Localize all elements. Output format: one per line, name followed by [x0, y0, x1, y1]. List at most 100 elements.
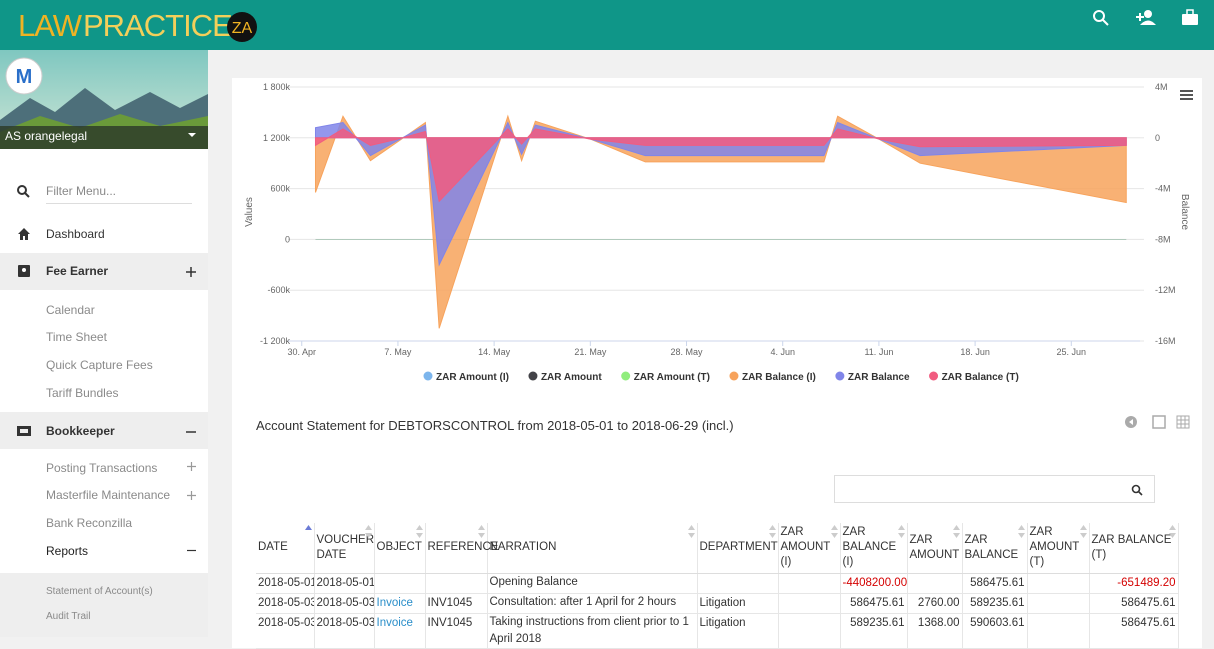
menu-bookkeeper[interactable]: Bookkeeper	[46, 424, 115, 438]
menu-item[interactable]: Calendar	[46, 303, 95, 317]
filter-menu-input[interactable]: Filter Menu...	[46, 184, 117, 198]
menu-fee-earner[interactable]: Fee Earner	[46, 264, 109, 278]
grid-button[interactable]	[1176, 415, 1190, 429]
table-cell	[907, 573, 963, 594]
menu-reports[interactable]: Reports	[46, 544, 89, 558]
sort-arrows[interactable]	[364, 525, 372, 539]
brand-region: ZA	[232, 20, 253, 37]
column-header-text: ZAR AMOUNT	[909, 533, 960, 561]
legend-label[interactable]: ZAR Balance (I)	[742, 372, 816, 383]
column-header-text: REFERENCE	[427, 541, 499, 554]
column-header[interactable]: NARRATION	[487, 523, 698, 574]
table-cell: 1368.00	[907, 613, 963, 649]
menu-item[interactable]: Time Sheet	[46, 330, 107, 344]
user-name[interactable]: AS orangelegal	[5, 129, 87, 143]
sort-arrows[interactable]	[768, 525, 776, 539]
table-cell	[697, 573, 779, 594]
legend-label[interactable]: ZAR Amount (I)	[436, 372, 509, 383]
sort-arrows[interactable]	[1079, 525, 1087, 539]
table-row: 2018-05-03 2018-05-03 Invoice INV1045 Taking…	[256, 613, 1179, 649]
table-tools	[1125, 415, 1190, 429]
menu-item[interactable]: Quick Capture Fees	[46, 358, 153, 372]
sort-arrows[interactable]	[477, 525, 485, 539]
menu-item[interactable]: Masterfile Maintenance	[46, 488, 171, 502]
menu-item[interactable]: Audit Trail	[46, 611, 91, 622]
table-cell: -651489.20	[1089, 573, 1179, 594]
table-cell: 589235.61	[962, 593, 1028, 614]
y-axis-title: Values	[244, 197, 255, 227]
legend-marker	[621, 371, 631, 381]
legend-marker	[729, 371, 739, 381]
column-header[interactable]: ZAR BALANCE (I)	[840, 523, 908, 574]
menu-item[interactable]: Tariff Bundles	[46, 386, 119, 400]
menu-item[interactable]: Posting Transactions	[46, 461, 158, 475]
sort-arrows[interactable]	[830, 525, 838, 539]
table-cell	[425, 573, 488, 594]
sort-arrows[interactable]	[415, 525, 423, 539]
table-cell: 2018-05-03	[256, 613, 315, 649]
x-tick-label: 30. Apr	[287, 347, 316, 357]
sort-arrows[interactable]	[897, 525, 905, 539]
column-header-text: ZAR BALANCE (I)	[842, 526, 897, 569]
table-cell: -4408200.00	[840, 573, 908, 594]
menu-item[interactable]: Statement of Account(s)	[46, 586, 153, 597]
sort-arrows[interactable]	[1017, 525, 1025, 539]
column-header-text: ZAR AMOUNT (T)	[1029, 526, 1080, 569]
legend-label[interactable]: ZAR Balance	[848, 372, 910, 383]
column-header[interactable]: ZAR BALANCE (T)	[1089, 523, 1179, 574]
column-header[interactable]: VOUCHER DATE	[314, 523, 375, 574]
image-button[interactable]	[1152, 415, 1166, 429]
legend-label[interactable]: ZAR Balance (T)	[942, 372, 1019, 383]
column-header[interactable]: ZAR AMOUNT	[907, 523, 963, 574]
column-header[interactable]: DEPARTMENT	[697, 523, 779, 574]
search-button[interactable]	[1093, 10, 1109, 26]
sort-arrows[interactable]	[1168, 525, 1176, 539]
table-cell: 590603.61	[962, 613, 1028, 649]
area	[314, 114, 1127, 329]
sort-arrows[interactable]	[304, 525, 312, 539]
table-cell: Consultation: after 1 April for 2 hours	[487, 593, 698, 614]
x-tick-label: 28. May	[671, 347, 704, 357]
y-tick-label: 0	[285, 234, 290, 244]
area	[314, 128, 1127, 203]
table-cell: 589235.61	[840, 613, 908, 649]
add-user-button[interactable]	[1136, 10, 1156, 25]
table-cell: 2760.00	[907, 593, 963, 614]
legend-label[interactable]: ZAR Amount (T)	[634, 372, 710, 383]
y2-tick-label: -12M	[1155, 285, 1176, 295]
column-header-text: ZAR BALANCE	[964, 533, 1019, 561]
table-search-input[interactable]	[834, 475, 1155, 503]
legend-marker	[835, 371, 845, 381]
sort-arrows[interactable]	[952, 525, 960, 539]
brand-law: LAW	[18, 8, 83, 43]
chart-menu-button[interactable]	[1180, 90, 1193, 100]
menu-item[interactable]: Bank Reconzilla	[46, 516, 133, 530]
table-cell: Opening Balance	[487, 573, 698, 594]
table-cell: 586475.61	[840, 593, 908, 614]
legend-label[interactable]: ZAR Amount	[541, 372, 602, 383]
statement-table-wrap: DATE VOUCHER DATE OBJECT REFERENCE NARRATION…	[256, 523, 1179, 649]
table-cell[interactable]: Invoice	[374, 613, 426, 649]
column-header[interactable]: ZAR BALANCE	[962, 523, 1028, 574]
menu-dashboard[interactable]: Dashboard	[46, 227, 105, 241]
sort-arrows[interactable]	[687, 525, 695, 539]
brand-practice: PRACTICE	[83, 8, 232, 43]
column-header[interactable]: ZAR AMOUNT (I)	[778, 523, 841, 574]
column-header[interactable]: DATE	[256, 523, 315, 574]
table-cell	[374, 573, 426, 594]
column-header[interactable]: ZAR AMOUNT (T)	[1027, 523, 1090, 574]
column-header[interactable]: OBJECT	[374, 523, 426, 574]
y2-tick-label: -8M	[1155, 234, 1171, 244]
table-cell[interactable]: Invoice	[374, 593, 426, 614]
table-cell: 586475.61	[1089, 613, 1179, 649]
table-cell: 2018-05-03	[256, 593, 315, 614]
x-tick-label: 21. May	[574, 347, 607, 357]
briefcase-button[interactable]	[1182, 9, 1198, 25]
table-cell: INV1045	[425, 593, 488, 614]
column-header[interactable]: REFERENCE	[425, 523, 498, 574]
profile-banner: M AS orangelegal	[0, 50, 208, 149]
x-tick-label: 18. Jun	[960, 347, 990, 357]
legend-marker	[423, 371, 433, 381]
statement-table: DATE VOUCHER DATE OBJECT REFERENCE NARRATION…	[256, 523, 1179, 649]
